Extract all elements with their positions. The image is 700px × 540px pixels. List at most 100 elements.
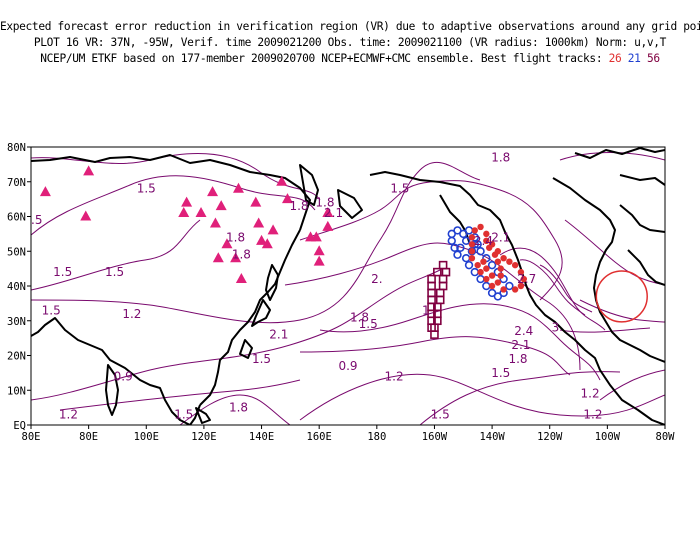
contour-line (599, 369, 665, 401)
track-26-marker (471, 227, 478, 234)
contour-line (31, 219, 201, 291)
x-tick-label: 100W (595, 431, 621, 443)
sensitivity-triangle (313, 245, 325, 256)
track-26-marker (488, 241, 496, 248)
contour-label: .5 (31, 213, 42, 227)
contour-line (284, 242, 581, 371)
track-56-marker (427, 274, 436, 284)
sensitivity-triangle (267, 224, 279, 235)
contour-label: 1.8 (508, 352, 527, 366)
coastline (619, 204, 665, 233)
contour-label: 1.2 (122, 307, 141, 321)
track-56-marker (438, 260, 448, 270)
sensitivity-triangle (235, 273, 247, 284)
sensitivity-triangle (39, 186, 51, 197)
x-tick-label: 80W (656, 431, 676, 443)
y-tick-label: 70N (7, 177, 26, 189)
track-21-marker (505, 281, 514, 291)
contour-label: 1.8 (289, 199, 308, 213)
track-26-marker (468, 241, 476, 248)
track-26-marker (494, 248, 502, 255)
contour-line (299, 373, 665, 421)
contour-label: 0.9 (114, 369, 133, 383)
header-line-3: NCEP/UM ETKF based on 177-member 2009020… (0, 52, 700, 65)
track-21-marker (487, 288, 497, 298)
header-line-2: PLOT 16 VR: 37N, -95W, Verif. time 20090… (33, 36, 667, 49)
coastline (337, 189, 363, 219)
coastlines (31, 147, 665, 425)
track-21-marker (476, 274, 485, 284)
contour-label: 1 (422, 303, 430, 317)
track-56-marker (427, 288, 436, 298)
sensitivity-triangle (232, 182, 244, 193)
sensitivity-triangle (221, 238, 233, 249)
contour-line (519, 259, 586, 316)
track-26-marker (488, 272, 496, 279)
sensitivity-triangle (281, 193, 293, 204)
coastline (574, 147, 665, 159)
sensitivity-triangle (80, 210, 92, 221)
sensitivity-triangle (276, 175, 288, 186)
track-56-marker (441, 267, 451, 277)
x-tick-label: 80E (22, 431, 41, 443)
track-56-marker (438, 274, 448, 284)
contour-label: 1.8 (226, 230, 245, 244)
track-21-marker (470, 267, 479, 277)
track-56-marker (433, 267, 442, 277)
sensitivity-triangle (305, 231, 317, 242)
track-21-marker (461, 236, 471, 246)
y-tick-label: 30N (7, 316, 26, 328)
header-line-3-text: NCEP/UM ETKF based on 177-member 2009020… (40, 52, 603, 65)
y-tick-label: 40N (7, 281, 26, 293)
track-21-marker (447, 236, 456, 246)
track-56-marker (435, 288, 445, 298)
contour-label: 1.8 (315, 196, 334, 210)
contour-line (31, 162, 481, 324)
contour-line (559, 327, 651, 333)
contour-label: 1.5 (137, 182, 156, 196)
contour-label: 1.5 (252, 352, 271, 366)
sensitivity-triangle (212, 252, 224, 263)
contour-label: 1.8 (229, 401, 248, 415)
sensitivity-triangle (313, 255, 325, 266)
contour-line (59, 379, 301, 411)
x-tick-label: 120E (191, 431, 216, 443)
contour-label: 1.5 (42, 303, 61, 317)
contour-line (319, 303, 601, 381)
x-tick-label: 140E (249, 431, 274, 443)
coastline (239, 339, 253, 359)
track-21-marker (464, 260, 474, 270)
data-markers (39, 165, 648, 339)
sensitivity-triangle (256, 234, 268, 245)
contour-lines (31, 152, 665, 425)
contour-line (31, 153, 321, 201)
track-21-marker (450, 243, 459, 252)
sensitivity-triangle (261, 238, 273, 249)
track-26-marker (497, 272, 504, 279)
x-tick-label: 140W (479, 431, 505, 443)
sensitivity-triangle (215, 200, 227, 211)
contour-label: 1.2 (583, 408, 602, 422)
coastline (619, 174, 665, 186)
contour-line (419, 371, 621, 425)
track-26-marker (483, 237, 490, 245)
y-tick-label: 60N (7, 212, 26, 224)
track-21-marker (482, 281, 491, 291)
contour-line (559, 152, 665, 161)
track-56-marker (427, 281, 436, 291)
contour-label: 2. (371, 272, 382, 286)
y-tick-label: 10N (7, 385, 26, 397)
track-26-marker (477, 268, 484, 276)
track-21-marker (476, 247, 485, 256)
track-21-marker (487, 260, 497, 270)
track-56-marker (430, 330, 439, 339)
contour-label: 1.5 (105, 265, 124, 279)
track-26-marker (511, 261, 519, 269)
contour-line (564, 219, 665, 286)
sensitivity-triangle (322, 207, 334, 218)
axis-ticks: 80E 80E 100E 120E 140E 160E 180 160W 140W 120W 100… (7, 142, 675, 443)
track-26-marker (494, 258, 502, 265)
contour-label: 1.5 (390, 182, 409, 196)
track-26-marker (500, 255, 507, 262)
